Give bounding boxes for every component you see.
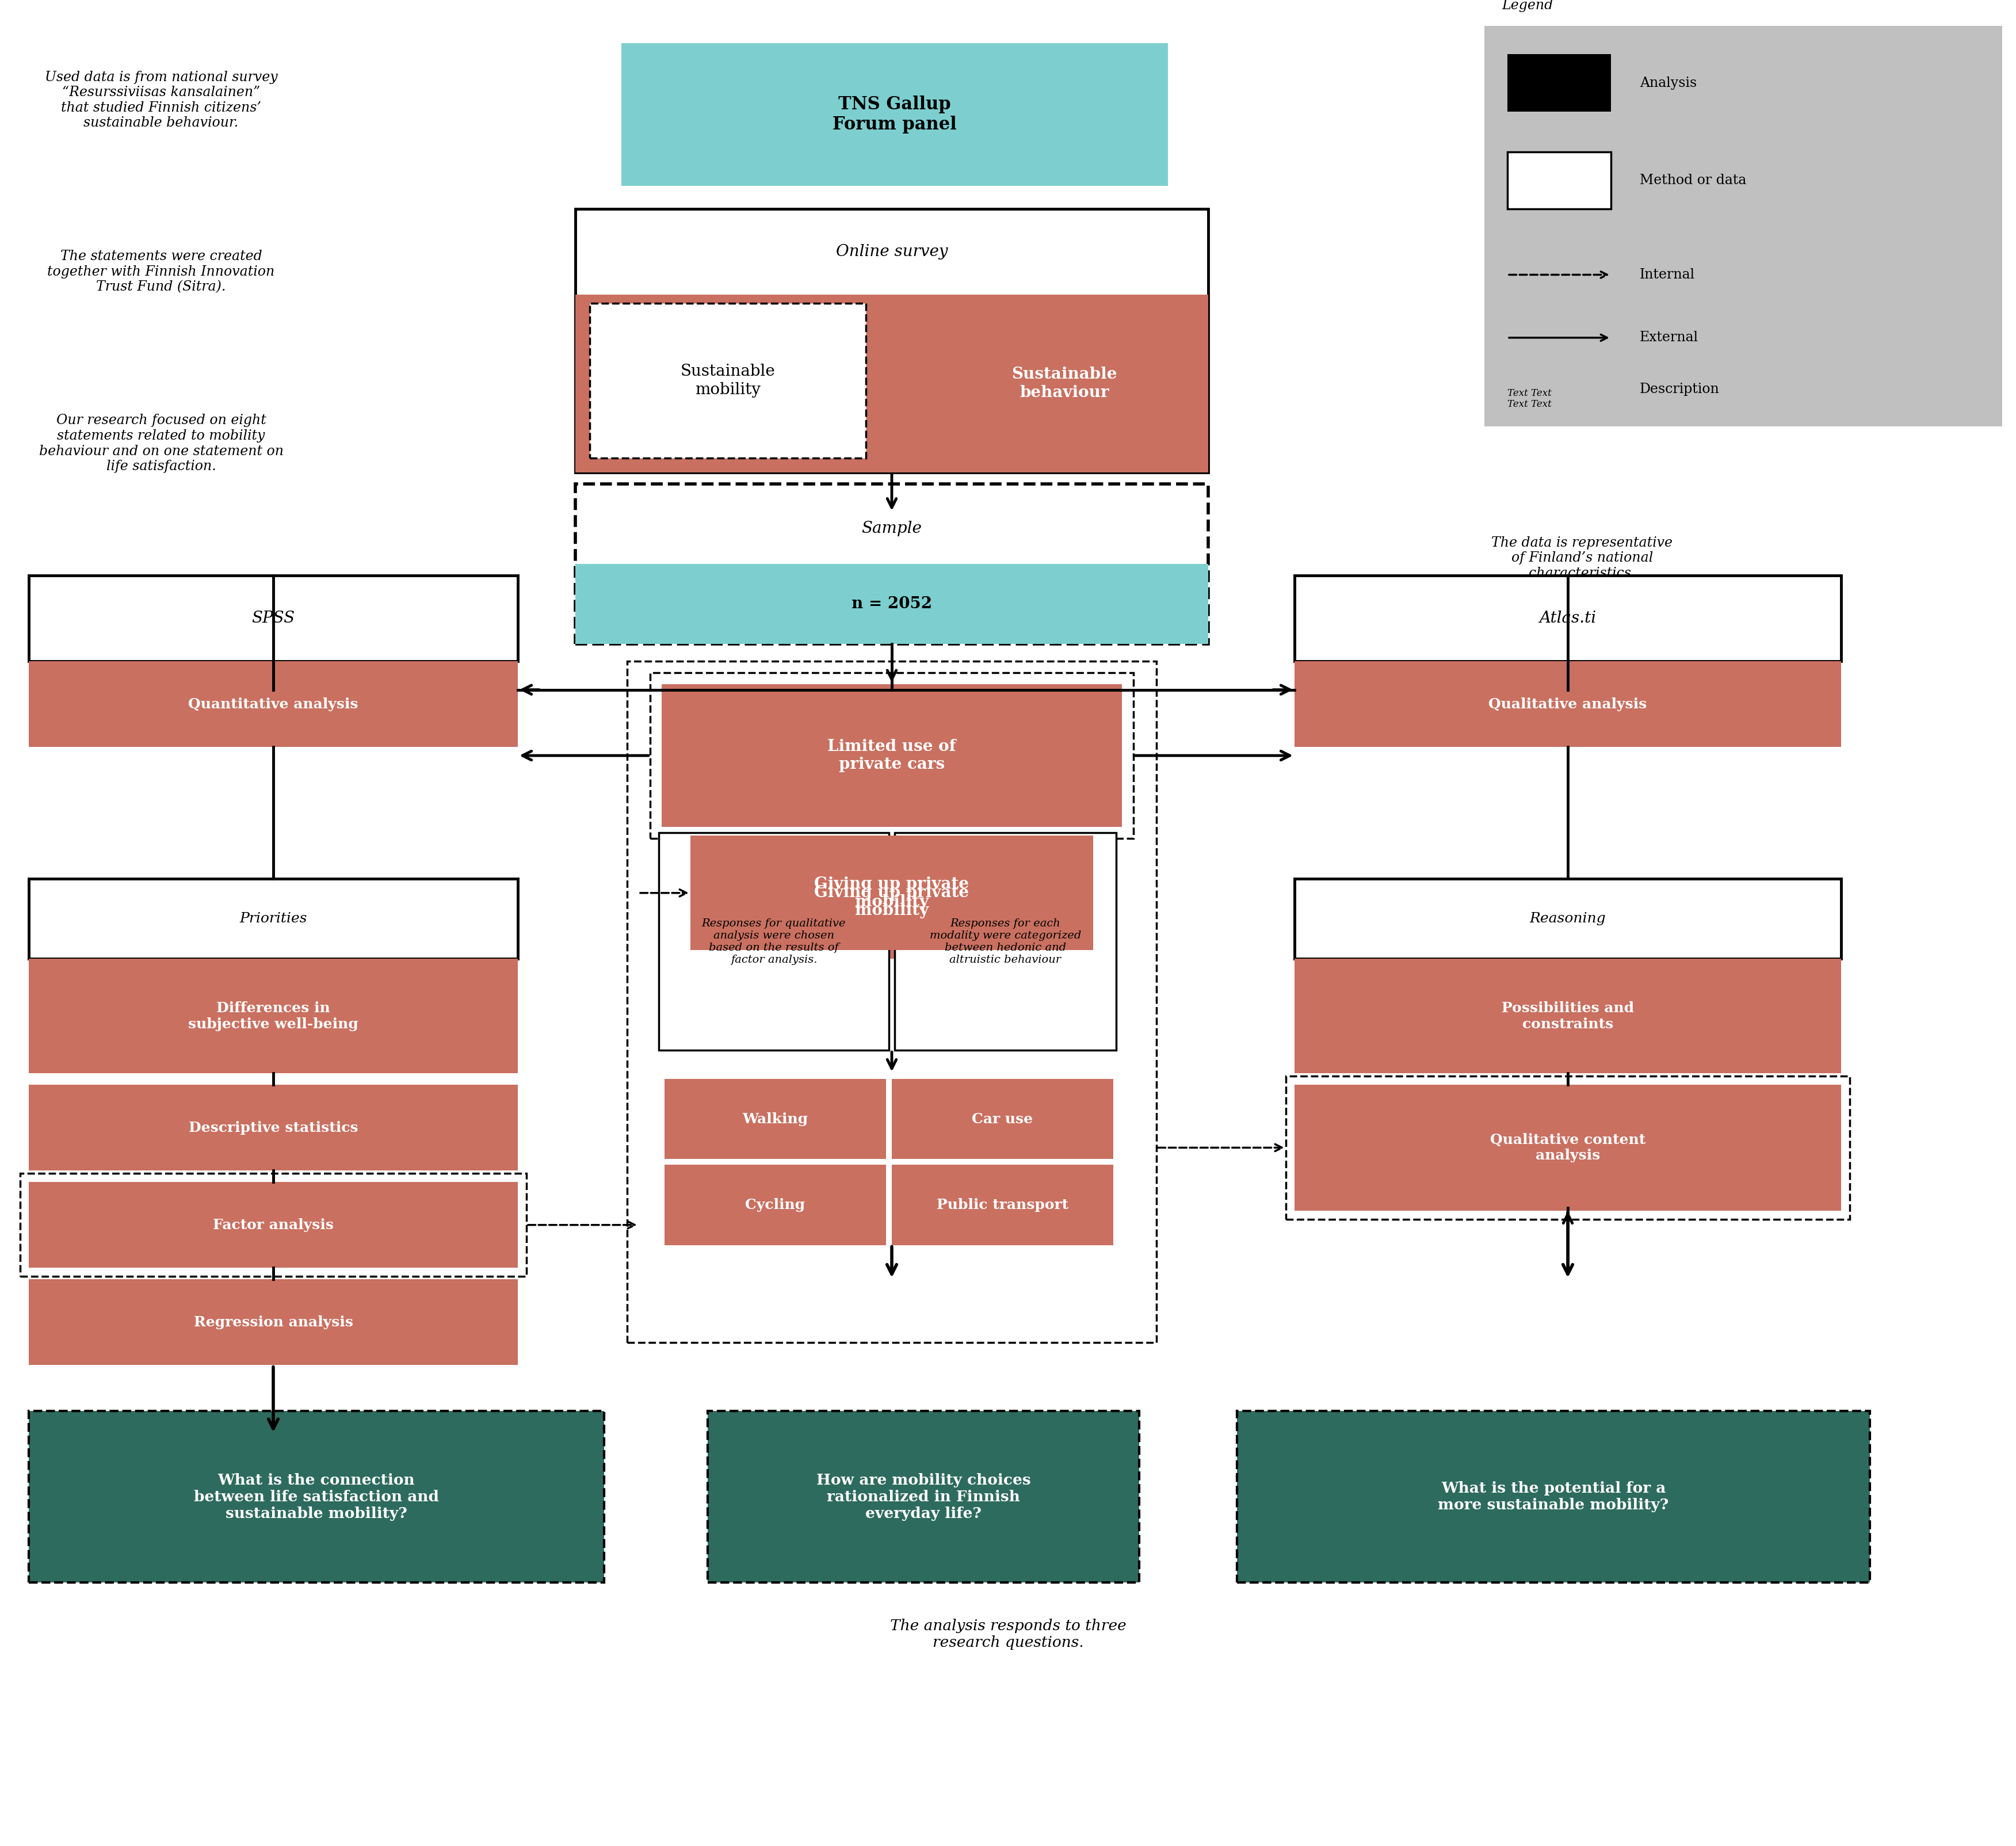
Text: The data is representative
of Finland’s national
characteristics.: The data is representative of Finland’s … [1492,535,1673,580]
Bar [1294,1085,1841,1211]
Bar [1294,958,1841,1073]
Text: Sample: Sample [861,521,921,537]
Bar [575,484,1208,644]
Text: External: External [1639,330,1699,345]
Bar [689,844,1093,958]
Bar [1508,54,1611,111]
Text: Responses for qualitative
analysis were chosen
based on the results of
factor an: Responses for qualitative analysis were … [702,919,847,965]
Bar [1294,576,1841,661]
Bar [1286,1076,1851,1218]
Text: Walking: Walking [742,1111,808,1126]
Text: Description: Description [1639,382,1720,395]
Bar [1294,879,1841,958]
Text: Cycling: Cycling [746,1198,804,1211]
Text: Giving up private
mobility: Giving up private mobility [814,884,970,917]
Text: Qualitative content
analysis: Qualitative content analysis [1490,1133,1645,1163]
Text: Method or data: Method or data [1639,174,1746,186]
Text: Qualitative analysis: Qualitative analysis [1488,698,1647,711]
Text: n = 2052: n = 2052 [851,596,931,611]
Text: SPSS: SPSS [252,611,294,626]
Bar [665,1078,885,1159]
Bar [575,209,1208,473]
Text: Quantitative analysis: Quantitative analysis [187,698,359,711]
Text: How are mobility choices
rationalized in Finnish
everyday life?: How are mobility choices rationalized in… [816,1473,1030,1521]
Text: TNS Gallup
Forum panel: TNS Gallup Forum panel [833,96,958,133]
Bar [575,295,1208,473]
Bar [28,1085,518,1170]
Text: Regression analysis: Regression analysis [194,1316,353,1329]
Bar [28,958,518,1073]
Text: Giving up private
mobility: Giving up private mobility [814,877,970,910]
Text: Descriptive statistics: Descriptive statistics [190,1121,359,1135]
Bar [1294,661,1841,748]
Text: Legend: Legend [1502,0,1552,13]
Bar [591,303,867,458]
Text: Public transport: Public transport [937,1198,1068,1211]
Bar [28,879,518,958]
Text: Atlas.ti: Atlas.ti [1540,611,1597,626]
Text: Sustainable
behaviour: Sustainable behaviour [1012,367,1117,401]
Text: Internal: Internal [1639,268,1695,281]
Text: What is the connection
between life satisfaction and
sustainable mobility?: What is the connection between life sati… [194,1473,439,1521]
Text: Factor analysis: Factor analysis [214,1218,335,1231]
Text: What is the potential for a
more sustainable mobility?: What is the potential for a more sustain… [1437,1480,1669,1512]
Bar [891,1078,1113,1159]
Bar [627,661,1157,1342]
Text: The statements were created
together with Finnish Innovation
Trust Fund (Sitra).: The statements were created together wit… [48,249,274,294]
Text: Analysis: Analysis [1639,76,1697,90]
Text: Online survey: Online survey [837,244,948,260]
Bar [575,563,1208,644]
Bar [28,661,518,748]
Text: The analysis responds to three
research questions.: The analysis responds to three research … [889,1619,1127,1650]
Bar [621,42,1167,186]
Text: Car use: Car use [972,1111,1032,1126]
Text: Differences in
subjective well-being: Differences in subjective well-being [187,1001,359,1030]
Text: Reasoning: Reasoning [1530,912,1607,925]
Bar [28,1279,518,1366]
Text: Possibilities and
constraints: Possibilities and constraints [1502,1001,1635,1030]
Bar [689,836,1093,951]
Text: Priorities: Priorities [240,912,306,925]
Bar [891,1165,1113,1244]
Text: Limited use of
private cars: Limited use of private cars [827,738,956,772]
Bar [649,672,1133,838]
Bar [665,1165,885,1244]
Text: Used data is from national survey
“Resurssiviisas kansalainen”
that studied Finn: Used data is from national survey “Resur… [44,70,278,129]
Bar [28,1410,605,1582]
Bar [28,576,518,661]
Bar [28,1181,518,1268]
Bar [1484,26,2002,426]
Bar [708,1410,1139,1582]
Bar [659,833,889,1050]
Bar [1238,1410,1871,1582]
Text: Text Text
Text Text: Text Text Text Text [1508,388,1552,410]
Bar [895,833,1117,1050]
Text: Responses for each
modality were categorized
between hedonic and
altruistic beha: Responses for each modality were categor… [929,919,1081,965]
Text: Our research focused on eight
statements related to mobility
behaviour and on on: Our research focused on eight statements… [38,414,284,473]
Bar [1508,151,1611,209]
Bar [20,1174,526,1276]
Text: Sustainable
mobility: Sustainable mobility [681,364,776,397]
Bar [661,685,1123,827]
